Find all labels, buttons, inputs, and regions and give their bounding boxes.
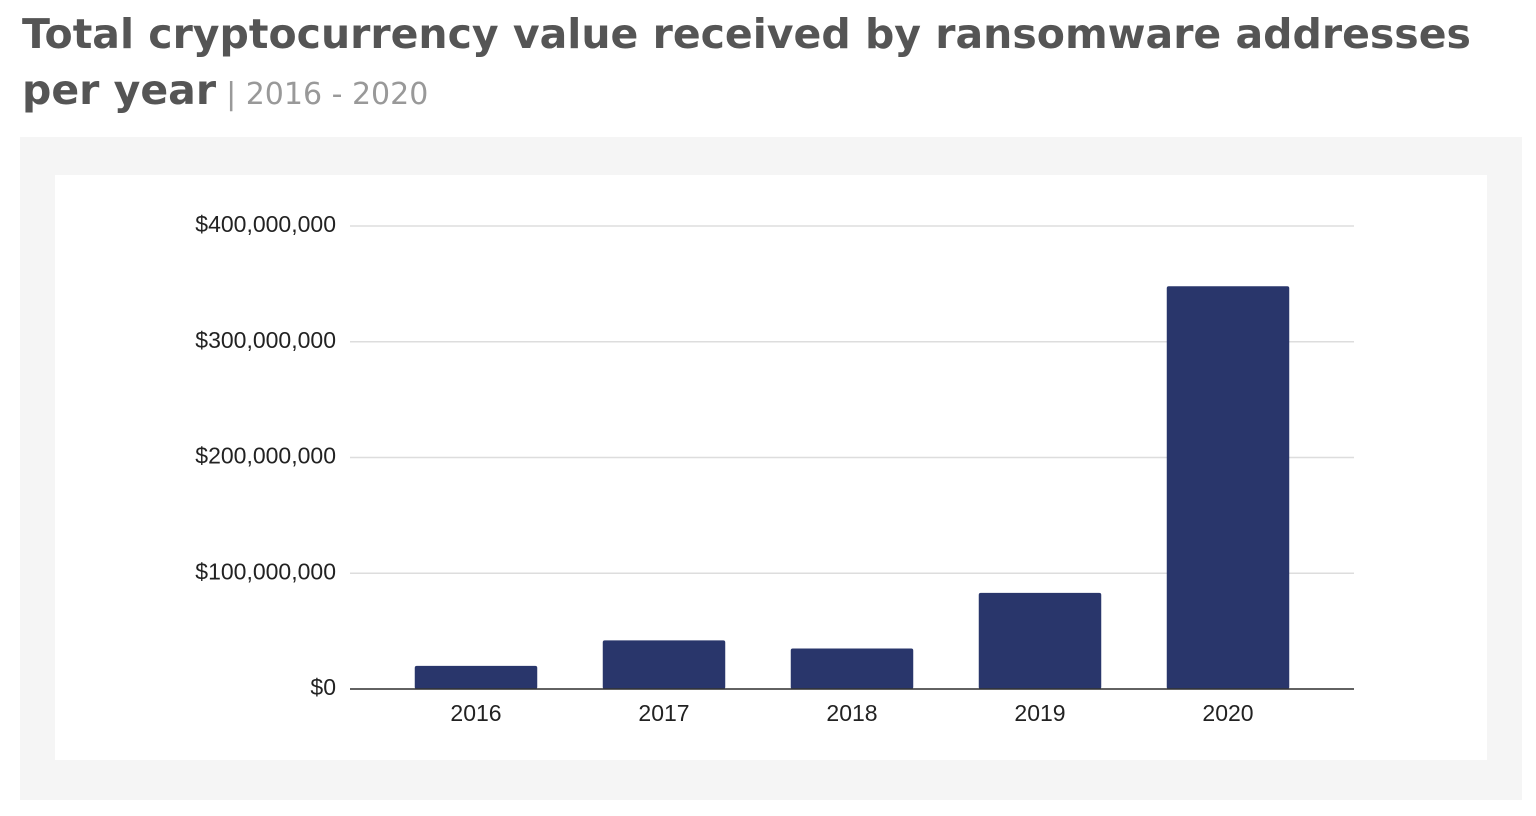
bar	[1166, 286, 1290, 689]
x-tick-label: 2017	[638, 700, 689, 726]
y-tick-label: $0	[310, 674, 336, 700]
x-tick-label: 2019	[1014, 700, 1065, 726]
header: Total cryptocurrency value received by r…	[22, 6, 1502, 123]
x-tick-label: 2016	[450, 700, 501, 726]
bar	[790, 648, 914, 689]
chart-title: Total cryptocurrency value received by r…	[22, 10, 1471, 114]
y-tick-label: $200,000,000	[195, 443, 336, 469]
bar	[978, 592, 1102, 689]
y-tick-label: $400,000,000	[195, 211, 336, 237]
bar	[602, 640, 726, 689]
chart-subtitle: | 2016 - 2020	[226, 77, 429, 112]
y-tick-label: $300,000,000	[195, 327, 336, 353]
bar	[414, 665, 538, 689]
x-tick-label: 2020	[1202, 700, 1253, 726]
x-tick-label: 2018	[826, 700, 877, 726]
y-tick-label: $100,000,000	[195, 558, 336, 584]
